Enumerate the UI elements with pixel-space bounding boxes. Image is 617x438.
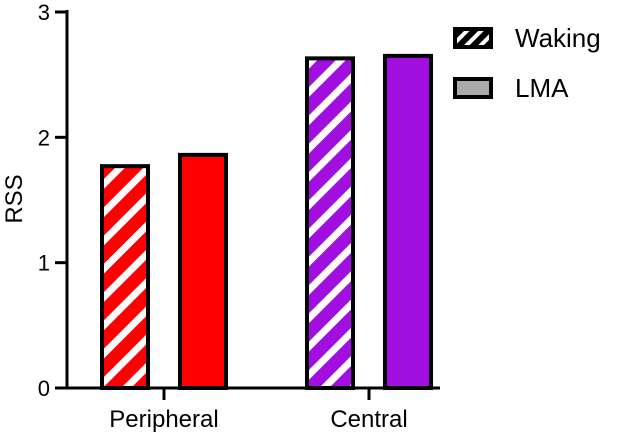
legend: Waking LMA (453, 23, 601, 103)
bar-lma-peripheral (178, 152, 228, 390)
axes-group (55, 10, 440, 390)
y-tick-label: 1 (38, 251, 50, 276)
legend-label-waking: Waking (515, 23, 601, 53)
y-tick-label: 0 (38, 376, 50, 401)
x-category-label: Central (330, 406, 407, 433)
x-category-label: Peripheral (109, 406, 218, 433)
legend-swatch-lma (453, 77, 493, 99)
legend-label-lma: LMA (515, 73, 569, 103)
legend-swatch-waking (453, 27, 493, 49)
bar-waking-peripheral (100, 164, 150, 390)
y-ticks-group: 0 1 2 3 (38, 0, 67, 401)
y-axis-title: RSS (1, 174, 28, 223)
bars-group (100, 53, 433, 391)
bar-lma-central (383, 53, 433, 390)
y-tick-label: 2 (38, 125, 50, 150)
x-labels-group: Peripheral Central (109, 388, 408, 433)
y-tick-label: 3 (38, 0, 50, 25)
bar-waking-central (305, 56, 355, 391)
